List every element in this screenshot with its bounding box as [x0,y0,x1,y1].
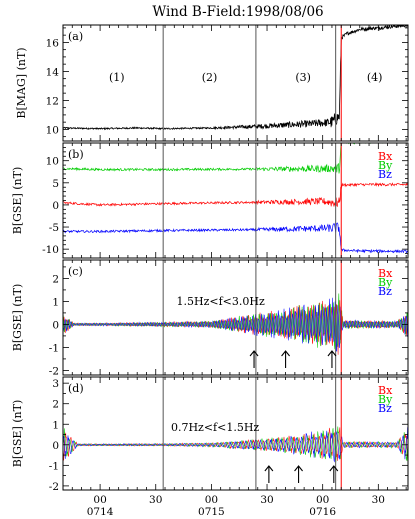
panel-d: -2 -1 0 1 2 3 B[GSE] (nT) (d) 0.7Hz<f<1.5Hz BxByB… [11,376,409,493]
x-tick-label: 00 [93,494,106,506]
y-tick-label: -1 [49,342,59,354]
panel-a: 10 12 14 16 B[MAG] (nT) (a) (1) (2) (3) (4) [15,24,409,142]
y-tick-label: 0 [52,440,59,452]
panel-letter: (b) [68,148,84,161]
y-tick-label: 10 [46,124,59,136]
x-tick-label: 30 [372,494,385,506]
y-tick-label: 0 [52,200,59,212]
legend-By: By [378,276,393,289]
series-Bz-trace [63,222,408,254]
y-tick-label: 2 [52,399,59,411]
arrow-3-head [327,350,337,357]
panel-frame [62,24,409,142]
panel-data [63,293,408,355]
y-axis-label: B[MAG] (nT) [15,47,28,118]
series-By-trace [63,143,402,174]
chart-title: Wind B-Field:1998/08/06 [152,4,323,20]
panel-letter: (d) [68,382,84,395]
y-tick-label: 1 [52,419,59,431]
legend-Bx: Bx [378,150,393,163]
panel-data [63,143,408,254]
arrow-1-head [249,350,259,357]
y-tick-label: 5 [52,178,59,190]
y-tick-label: 16 [46,37,60,49]
panel-frame [62,259,409,376]
arrow-2-head [281,350,291,357]
legend-Bx: Bx [378,267,393,280]
legend-Bz: Bz [378,168,392,181]
region-label-4: (4) [367,71,383,84]
x-tick-label-hhmm: 0714 [87,506,114,518]
arrow-1-head [264,465,274,472]
y-axis-label: B[GSE] (nT) [11,400,24,468]
region-label-3: (3) [295,71,311,84]
x-tick-label: 30 [260,494,273,506]
magnitude-trace [63,25,408,131]
arrow-3-head [329,465,339,472]
x-tick-label: 30 [149,494,162,506]
region-label-1: (1) [109,71,125,84]
panel-frame [62,142,409,259]
x-tick-label: 00 [205,494,218,506]
y-tick-label: -2 [49,481,59,493]
x-tick-label-hhmm: 0716 [309,506,336,518]
y-tick-label: 12 [46,95,59,107]
legend-By: By [378,393,393,406]
y-tick-label: -1 [49,460,59,472]
y-tick-label: -10 [42,244,59,256]
arrow-2-head [294,465,303,472]
series-Bx-trace [63,182,408,208]
series-By-trace [63,293,408,350]
y-axis-label: B[GSE] (nT) [11,284,24,352]
x-tick-label-hhmm: 0715 [198,506,225,518]
panel-data [63,426,408,463]
y-tick-label: 2 [52,273,59,285]
series-Bx-trace [63,427,408,463]
panel-data [63,25,408,131]
y-tick-label: 1 [52,296,59,308]
legend-Bx: Bx [378,384,393,397]
y-tick-label: 10 [46,156,59,168]
legend-Bz: Bz [378,402,392,415]
frequency-band-label: 1.5Hz<f<3.0Hz [177,295,265,308]
region-label-2: (2) [202,71,218,84]
series-Bz-trace [63,297,408,352]
panel-frame [62,376,409,491]
panel-letter: (a) [68,30,83,43]
y-tick-label: -5 [49,222,59,234]
y-tick-label: -2 [49,365,59,377]
y-tick-label: 3 [52,378,59,390]
frequency-band-label: 0.7Hz<f<1.5Hz [171,421,259,434]
x-tick-label: 00 [316,494,329,506]
legend-Bz: Bz [378,285,392,298]
panel-letter: (c) [68,265,83,278]
legend-By: By [378,159,393,172]
y-tick-label: 0 [52,319,59,331]
y-tick-label: 14 [46,66,60,78]
y-axis-label: B[GSE] (nT) [11,167,24,235]
series-Bz-trace [63,427,408,463]
